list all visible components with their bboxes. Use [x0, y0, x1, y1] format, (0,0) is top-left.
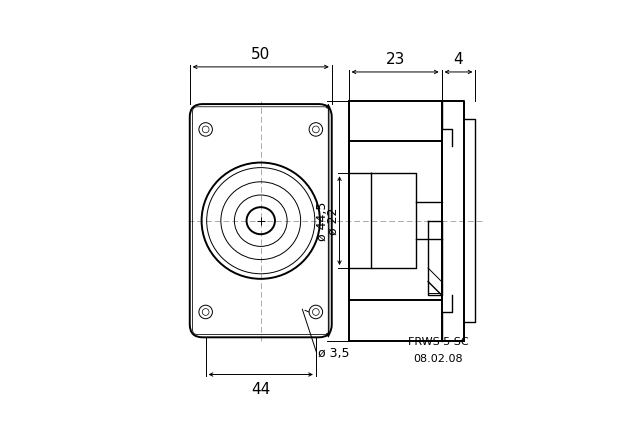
Text: 08.02.08: 08.02.08 — [413, 353, 463, 363]
Text: 50: 50 — [251, 47, 270, 62]
Text: ø 3,5: ø 3,5 — [318, 346, 350, 359]
Circle shape — [309, 306, 323, 319]
Text: 23: 23 — [385, 52, 405, 67]
Circle shape — [199, 124, 213, 137]
Text: FRWS 5 SC: FRWS 5 SC — [408, 337, 469, 346]
Text: 4: 4 — [453, 52, 463, 67]
Text: 44: 44 — [251, 381, 270, 396]
Circle shape — [199, 306, 213, 319]
Text: ø 44,5: ø 44,5 — [316, 201, 329, 241]
Text: ø 22: ø 22 — [327, 208, 340, 235]
Circle shape — [309, 124, 323, 137]
